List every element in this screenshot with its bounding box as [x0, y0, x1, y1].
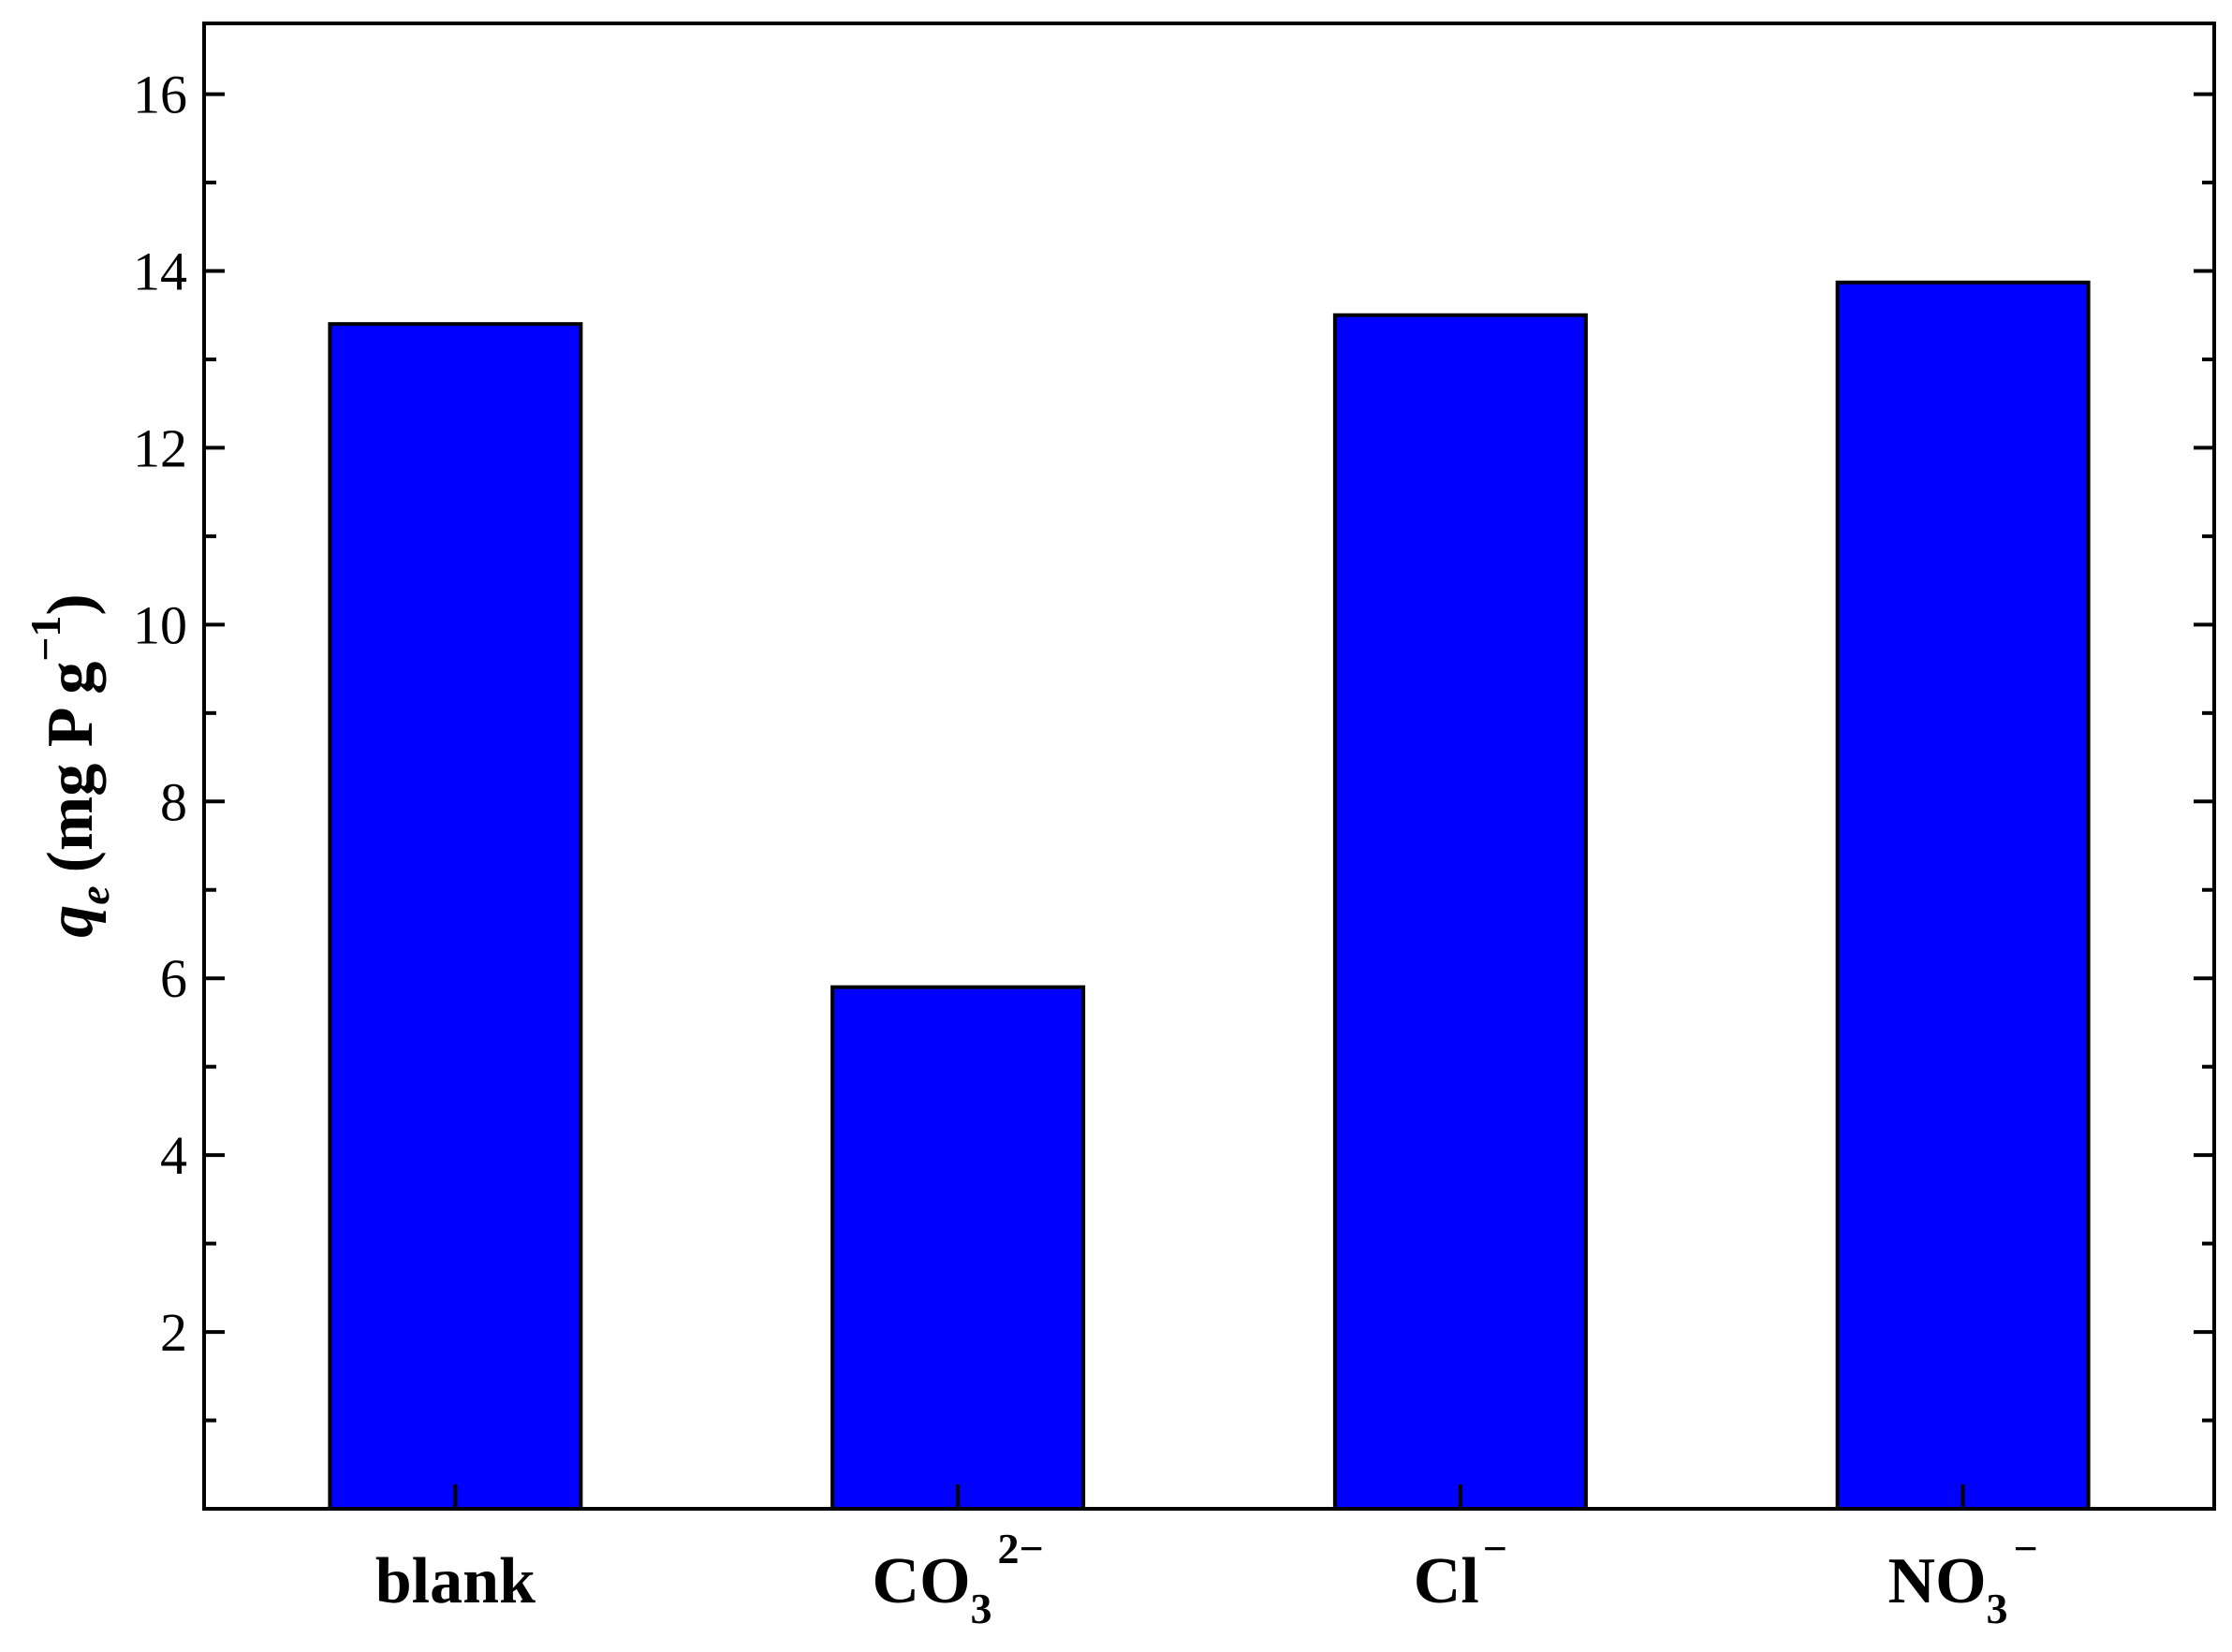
y-tick-label: 2 [160, 1302, 187, 1363]
x-tick-label: NO3− [1888, 1525, 2038, 1632]
x-tick-label: blank [375, 1545, 536, 1617]
y-tick-label: 6 [160, 948, 187, 1009]
y-tick-label: 4 [160, 1125, 187, 1186]
y-tick-label: 12 [133, 417, 187, 478]
bar [1835, 280, 2091, 1511]
y-tick-label: 10 [133, 594, 187, 655]
y-tick-label: 14 [133, 241, 187, 302]
y-tick-label: 16 [133, 65, 187, 125]
y-tick-label: 8 [160, 771, 187, 832]
bar [328, 322, 583, 1511]
plot-frame [202, 22, 2216, 1511]
bar [830, 985, 1086, 1512]
x-tick-label: Cl− [1414, 1525, 1507, 1617]
bar [1332, 313, 1588, 1511]
y-axis-title: qe(mg P g−1) [22, 593, 118, 937]
x-tick-label: CO32− [873, 1525, 1044, 1632]
